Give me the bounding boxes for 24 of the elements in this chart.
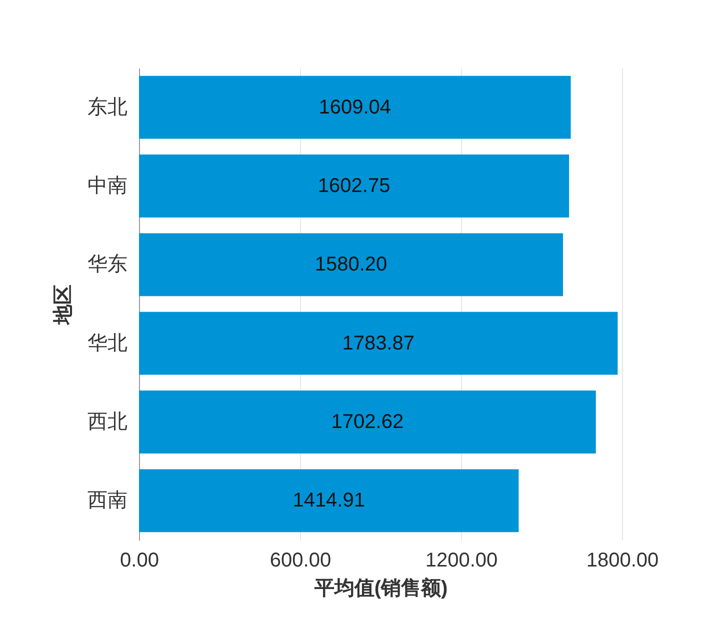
x-tick-label: 1200.00: [425, 550, 498, 572]
y-tick-label: 西南: [88, 490, 128, 512]
y-tick-label: 东北: [88, 96, 128, 118]
bar: [139, 312, 618, 375]
bar: [139, 469, 519, 532]
data-label: 1783.87: [342, 332, 414, 354]
bar: [139, 154, 570, 218]
y-tick-label: 中南: [88, 175, 128, 197]
y-tick-label: 西北: [88, 411, 128, 433]
x-axis-title: 平均值(销售额): [313, 576, 448, 600]
data-label: 1414.91: [292, 490, 365, 512]
data-label: 1602.75: [318, 175, 390, 197]
data-label: 1580.20: [314, 254, 388, 276]
y-axis-title: 地区: [52, 284, 74, 326]
x-tick-label: 0.00: [120, 550, 159, 572]
y-tick-label: 华北: [88, 332, 128, 354]
bar: [139, 390, 596, 454]
bar: [139, 76, 571, 139]
bar: [139, 233, 564, 296]
y-tick-label: 华东: [88, 254, 128, 276]
x-tick-label: 1800.00: [586, 550, 659, 572]
x-tick-label: 600.00: [270, 550, 332, 572]
data-label: 1702.62: [331, 411, 404, 433]
data-label: 1609.04: [318, 96, 392, 118]
